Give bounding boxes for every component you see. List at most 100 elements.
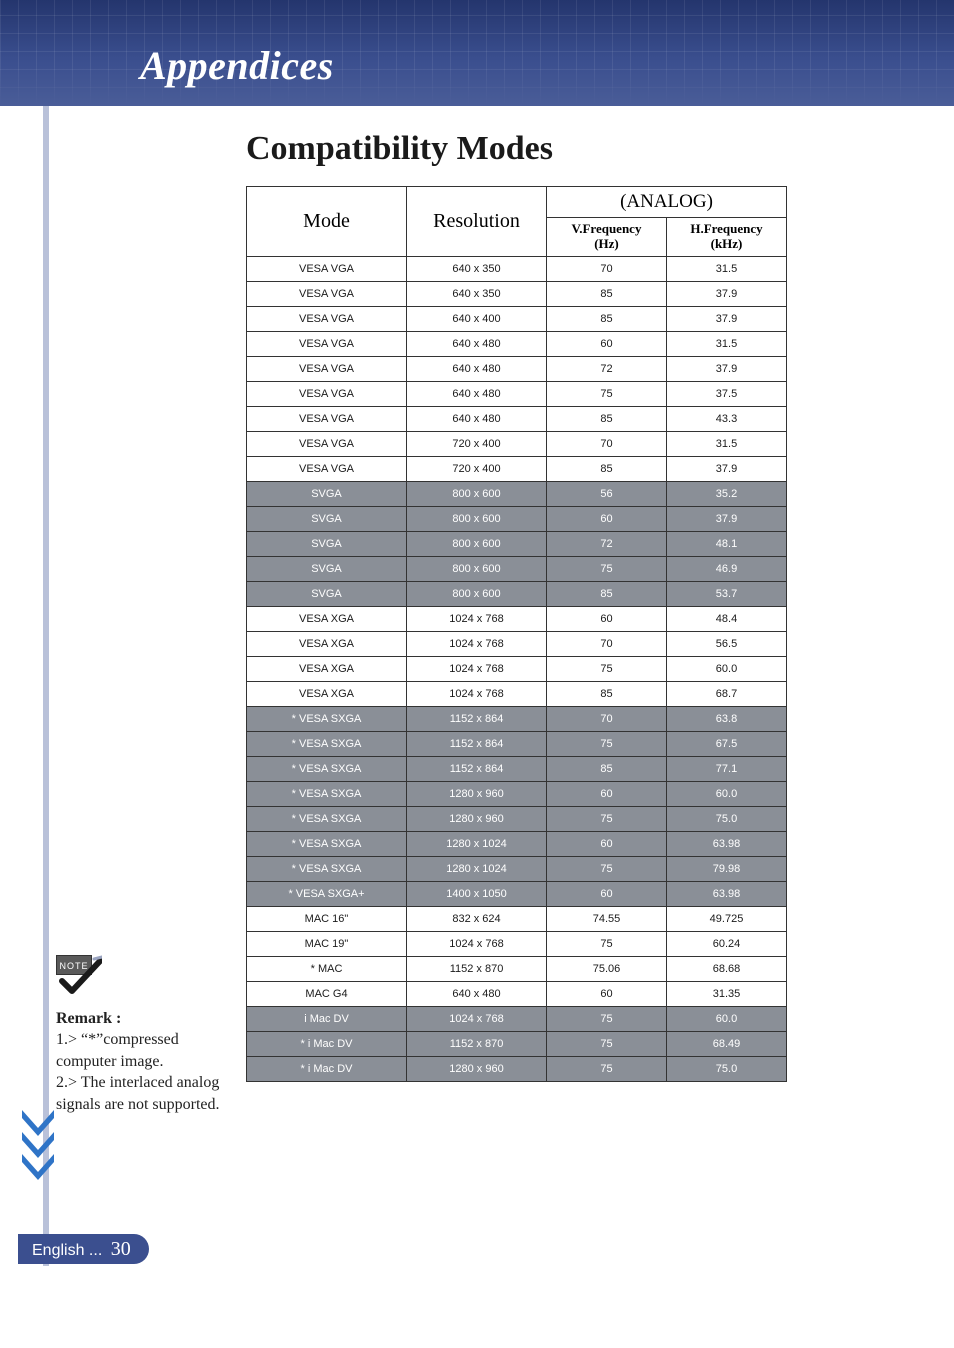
table-row: * VESA SXGA1152 x 8647063.8 [247,706,787,731]
footer-page-number: 30 [111,1238,131,1260]
table-cell: 70 [547,631,667,656]
table-cell: 60.0 [667,656,787,681]
table-row: * VESA SXGA1280 x 10246063.98 [247,831,787,856]
table-cell: 800 x 600 [407,581,547,606]
footer-language-pill: English ... 30 [18,1234,149,1264]
table-cell: VESA VGA [247,381,407,406]
table-cell: 1280 x 960 [407,1056,547,1081]
table-cell: 640 x 350 [407,281,547,306]
table-cell: SVGA [247,531,407,556]
table-row: VESA VGA720 x 4008537.9 [247,456,787,481]
section-title: Compatibility Modes [246,130,886,168]
table-cell: 1280 x 960 [407,781,547,806]
table-cell: 60 [547,831,667,856]
table-row: VESA XGA1024 x 7687056.5 [247,631,787,656]
table-row: VESA VGA640 x 4806031.5 [247,331,787,356]
table-cell: 800 x 600 [407,481,547,506]
table-cell: * VESA SXGA [247,706,407,731]
table-cell: VESA XGA [247,656,407,681]
table-cell: * VESA SXGA [247,781,407,806]
table-cell: VESA VGA [247,356,407,381]
table-cell: 37.9 [667,456,787,481]
table-cell: 85 [547,406,667,431]
table-row: VESA VGA640 x 3508537.9 [247,281,787,306]
table-cell: * VESA SXGA [247,731,407,756]
table-cell: 79.98 [667,856,787,881]
table-cell: 1152 x 870 [407,1031,547,1056]
table-row: VESA VGA640 x 4008537.9 [247,306,787,331]
th-mode: Mode [247,187,407,257]
table-cell: 85 [547,681,667,706]
table-cell: 640 x 480 [407,381,547,406]
side-note: NOTE Remark : 1.> “*”compressed computer… [56,955,236,1116]
table-row: * MAC1152 x 87075.0668.68 [247,956,787,981]
table-cell: 832 x 624 [407,906,547,931]
table-cell: 85 [547,281,667,306]
table-cell: 75 [547,656,667,681]
table-cell: 1152 x 870 [407,956,547,981]
table-cell: * VESA SXGA [247,756,407,781]
table-row: VESA VGA720 x 4007031.5 [247,431,787,456]
th-hfreq-label: H.Frequency [690,221,762,236]
table-row: MAC 16"832 x 62474.5549.725 [247,906,787,931]
table-cell: 75 [547,806,667,831]
table-cell: 63.8 [667,706,787,731]
note-check-icon [56,955,102,995]
remark-label: Remark : [56,1010,121,1027]
table-cell: 31.5 [667,431,787,456]
table-cell: 75 [547,931,667,956]
table-cell: VESA VGA [247,431,407,456]
th-analog: (ANALOG) [547,187,787,218]
table-cell: 31.5 [667,331,787,356]
table-cell: 75.06 [547,956,667,981]
table-cell: 68.7 [667,681,787,706]
table-row: * VESA SXGA1280 x 9606060.0 [247,781,787,806]
table-cell: 75 [547,731,667,756]
table-row: MAC 19"1024 x 7687560.24 [247,931,787,956]
table-cell: 74.55 [547,906,667,931]
table-cell: 1280 x 1024 [407,856,547,881]
table-cell: 31.35 [667,981,787,1006]
table-row: VESA VGA640 x 4807237.9 [247,356,787,381]
table-cell: 72 [547,356,667,381]
table-cell: * VESA SXGA [247,856,407,881]
table-cell: 72 [547,531,667,556]
table-cell: 70 [547,256,667,281]
table-row: VESA XGA1024 x 7687560.0 [247,656,787,681]
table-cell: 31.5 [667,256,787,281]
table-cell: 640 x 480 [407,331,547,356]
table-cell: 48.4 [667,606,787,631]
table-cell: 75 [547,856,667,881]
table-row: i Mac DV1024 x 7687560.0 [247,1006,787,1031]
remark-item-1: 1.> “*”compressed computer image. [56,1029,236,1072]
table-cell: 720 x 400 [407,456,547,481]
table-row: * VESA SXGA1280 x 10247579.98 [247,856,787,881]
table-cell: 75.0 [667,1056,787,1081]
table-cell: 1024 x 768 [407,631,547,656]
remark-item-2: 2.> The interlaced analog signals are no… [56,1072,236,1115]
table-cell: 1024 x 768 [407,681,547,706]
chevron-down-icon [18,1110,58,1190]
table-cell: MAC G4 [247,981,407,1006]
content-area: Compatibility Modes Mode Resolution (ANA… [246,130,886,1082]
th-vfreq-unit: (Hz) [594,236,619,251]
table-cell: 63.98 [667,831,787,856]
table-cell: * i Mac DV [247,1056,407,1081]
table-row: * VESA SXGA+1400 x 10506063.98 [247,881,787,906]
table-cell: 1024 x 768 [407,1006,547,1031]
table-cell: 640 x 480 [407,406,547,431]
table-cell: 75 [547,556,667,581]
table-cell: 75.0 [667,806,787,831]
table-cell: * VESA SXGA+ [247,881,407,906]
table-cell: SVGA [247,506,407,531]
table-cell: 56.5 [667,631,787,656]
th-vfreq-label: V.Frequency [572,221,642,236]
table-row: VESA VGA640 x 4807537.5 [247,381,787,406]
table-cell: 67.5 [667,731,787,756]
table-row: * VESA SXGA1152 x 8648577.1 [247,756,787,781]
header-title: Appendices [140,42,334,89]
table-cell: 1400 x 1050 [407,881,547,906]
compatibility-table: Mode Resolution (ANALOG) V.Frequency (Hz… [246,186,787,1082]
table-cell: 640 x 400 [407,306,547,331]
table-cell: 1024 x 768 [407,606,547,631]
